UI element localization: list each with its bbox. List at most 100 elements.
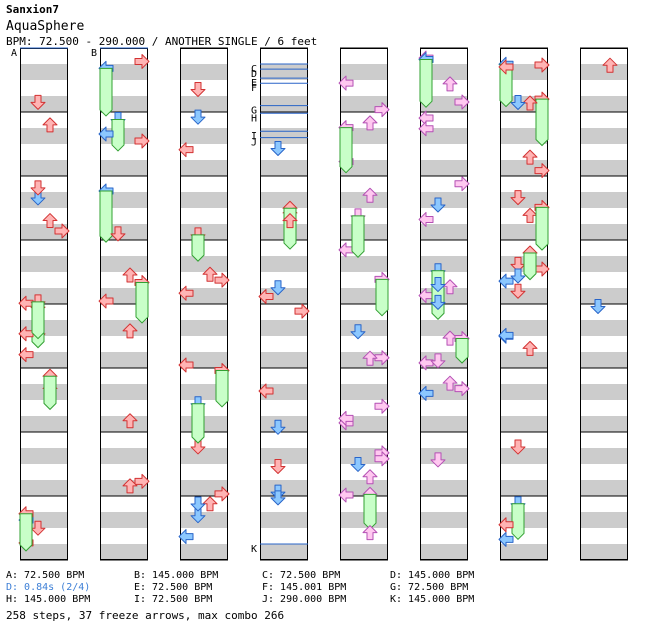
beat-band xyxy=(580,128,628,144)
legend-entry: G: 72.500 BPM xyxy=(390,582,469,593)
legend-entry: C: 72.500 BPM xyxy=(262,570,341,581)
beat-band xyxy=(180,320,228,336)
step-arrow xyxy=(18,347,34,363)
freeze-arrow xyxy=(523,252,537,281)
beat-band xyxy=(260,416,308,432)
step-arrow xyxy=(122,323,138,339)
legend-entry: H: 145.000 BPM xyxy=(6,594,91,605)
beat-band xyxy=(180,64,228,80)
step-arrow xyxy=(362,187,378,203)
freeze-arrow xyxy=(19,513,33,552)
step-arrow xyxy=(122,413,138,429)
freeze-arrow xyxy=(339,127,353,174)
beat-band xyxy=(580,288,628,304)
step-arrow xyxy=(270,419,286,435)
step-arrow xyxy=(430,294,446,310)
step-arrow xyxy=(522,340,538,356)
step-arrow xyxy=(122,478,138,494)
step-arrow xyxy=(442,279,458,295)
step-arrow xyxy=(270,458,286,474)
step-arrow xyxy=(374,102,390,118)
step-arrow xyxy=(510,95,526,111)
step-arrow xyxy=(282,213,298,229)
step-arrow xyxy=(134,133,150,149)
step-arrow xyxy=(454,176,470,192)
step-arrow xyxy=(178,357,194,373)
beat-band xyxy=(500,352,548,368)
beat-band xyxy=(260,352,308,368)
beat-band xyxy=(580,448,628,464)
freeze-arrow xyxy=(191,403,205,444)
freeze-arrow xyxy=(375,278,389,317)
beat-band xyxy=(180,512,228,528)
chart-column xyxy=(500,48,548,560)
legend-entry: E: 72.500 BPM xyxy=(134,582,213,593)
beat-band xyxy=(580,192,628,208)
beat-band xyxy=(260,256,308,272)
step-arrow xyxy=(362,350,378,366)
step-arrow xyxy=(338,487,354,503)
step-arrow xyxy=(510,439,526,455)
step-arrow xyxy=(98,293,114,309)
freeze-arrow xyxy=(99,67,113,117)
beat-band xyxy=(580,480,628,496)
beat-band xyxy=(420,512,468,528)
beat-band xyxy=(420,224,468,240)
step-arrow xyxy=(190,496,206,512)
bpm-marker-label: H xyxy=(251,113,257,124)
beat-band xyxy=(260,160,308,176)
freeze-arrow xyxy=(135,281,149,324)
step-arrow xyxy=(534,57,550,73)
beat-band xyxy=(500,544,548,560)
beat-band xyxy=(500,288,548,304)
beat-band xyxy=(20,192,68,208)
bpm-marker-label: E xyxy=(251,78,257,89)
artist-name: Sanxion7 xyxy=(6,3,59,16)
freeze-arrow xyxy=(455,338,469,364)
beat-band xyxy=(20,416,68,432)
step-arrow xyxy=(498,517,514,533)
step-arrow xyxy=(270,280,286,296)
freeze-arrow xyxy=(535,206,549,251)
step-arrow xyxy=(430,452,446,468)
step-arrow xyxy=(338,75,354,91)
freeze-arrow xyxy=(419,58,433,108)
step-arrow xyxy=(30,180,46,196)
step-arrow xyxy=(134,53,150,69)
step-arrow xyxy=(134,473,150,489)
step-arrow xyxy=(202,266,218,282)
beat-band xyxy=(180,256,228,272)
step-arrow xyxy=(362,469,378,485)
step-arrow xyxy=(350,324,366,340)
beat-band xyxy=(580,416,628,432)
beat-band xyxy=(260,192,308,208)
freeze-arrow xyxy=(351,215,365,258)
step-arrow xyxy=(42,117,58,133)
legend-entry: D: 145.000 BPM xyxy=(390,570,475,581)
step-arrow xyxy=(418,211,434,227)
beat-band xyxy=(340,256,388,272)
step-arrow xyxy=(54,223,70,239)
beat-band xyxy=(580,320,628,336)
step-arrow xyxy=(602,57,618,73)
beat-band xyxy=(580,64,628,80)
step-arrow xyxy=(362,525,378,541)
beat-band xyxy=(100,512,148,528)
step-arrow xyxy=(178,285,194,301)
step-arrow xyxy=(590,298,606,314)
freeze-arrow xyxy=(99,190,113,243)
step-arrow xyxy=(350,456,366,472)
step-arrow xyxy=(510,283,526,299)
legend-entry: B: 145.000 BPM xyxy=(134,570,219,581)
beat-band xyxy=(180,160,228,176)
step-arrow xyxy=(178,142,194,158)
beat-band xyxy=(20,64,68,80)
step-arrow xyxy=(258,383,274,399)
step-arrow xyxy=(338,410,354,426)
beat-band xyxy=(340,384,388,400)
step-arrow xyxy=(30,94,46,110)
step-arrow xyxy=(498,59,514,75)
beat-band xyxy=(420,544,468,560)
legend-entry: D: 0.84s (2/4) xyxy=(6,582,91,593)
